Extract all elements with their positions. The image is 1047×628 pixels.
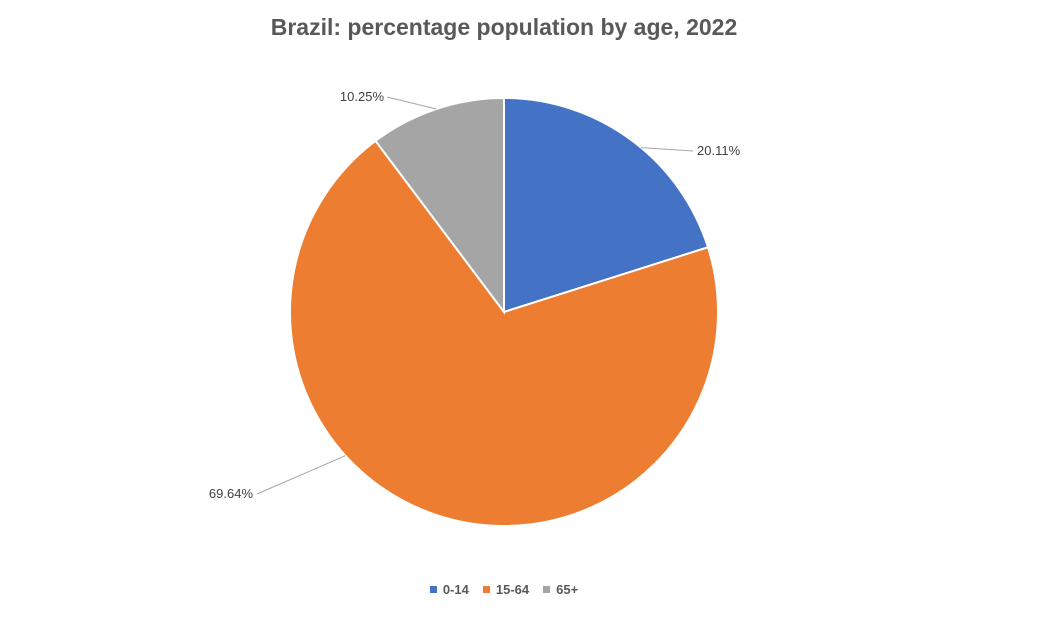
leader-line-65-plus <box>386 96 437 110</box>
leader-line-0-14 <box>641 147 694 152</box>
data-label-15-64: 69.64% <box>209 486 254 501</box>
legend-label-65-plus: 65+ <box>556 582 579 597</box>
legend-item-65-plus: 65+ <box>543 582 578 597</box>
legend-label-15-64: 15-64 <box>495 582 530 597</box>
data-label-65-plus: 10.25% <box>340 89 385 104</box>
pie-slice-0-14 <box>503 96 710 314</box>
legend-swatch-15-64 <box>482 586 490 593</box>
legend-label-0-14: 0-14 <box>442 582 469 597</box>
legend-item-0-14: 0-14 <box>429 582 469 597</box>
legend-item-15-64: 15-64 <box>482 582 530 597</box>
pie-slice-15-64 <box>289 139 719 527</box>
leader-line-15-64 <box>256 455 346 495</box>
legend-swatch-0-14 <box>429 586 437 593</box>
data-label-0-14: 20.11% <box>697 143 741 158</box>
legend: 0-14 15-64 65+ <box>0 582 1008 597</box>
legend-swatch-65-plus <box>543 586 551 593</box>
chart-title: Brazil: percentage population by age, 20… <box>270 14 738 40</box>
